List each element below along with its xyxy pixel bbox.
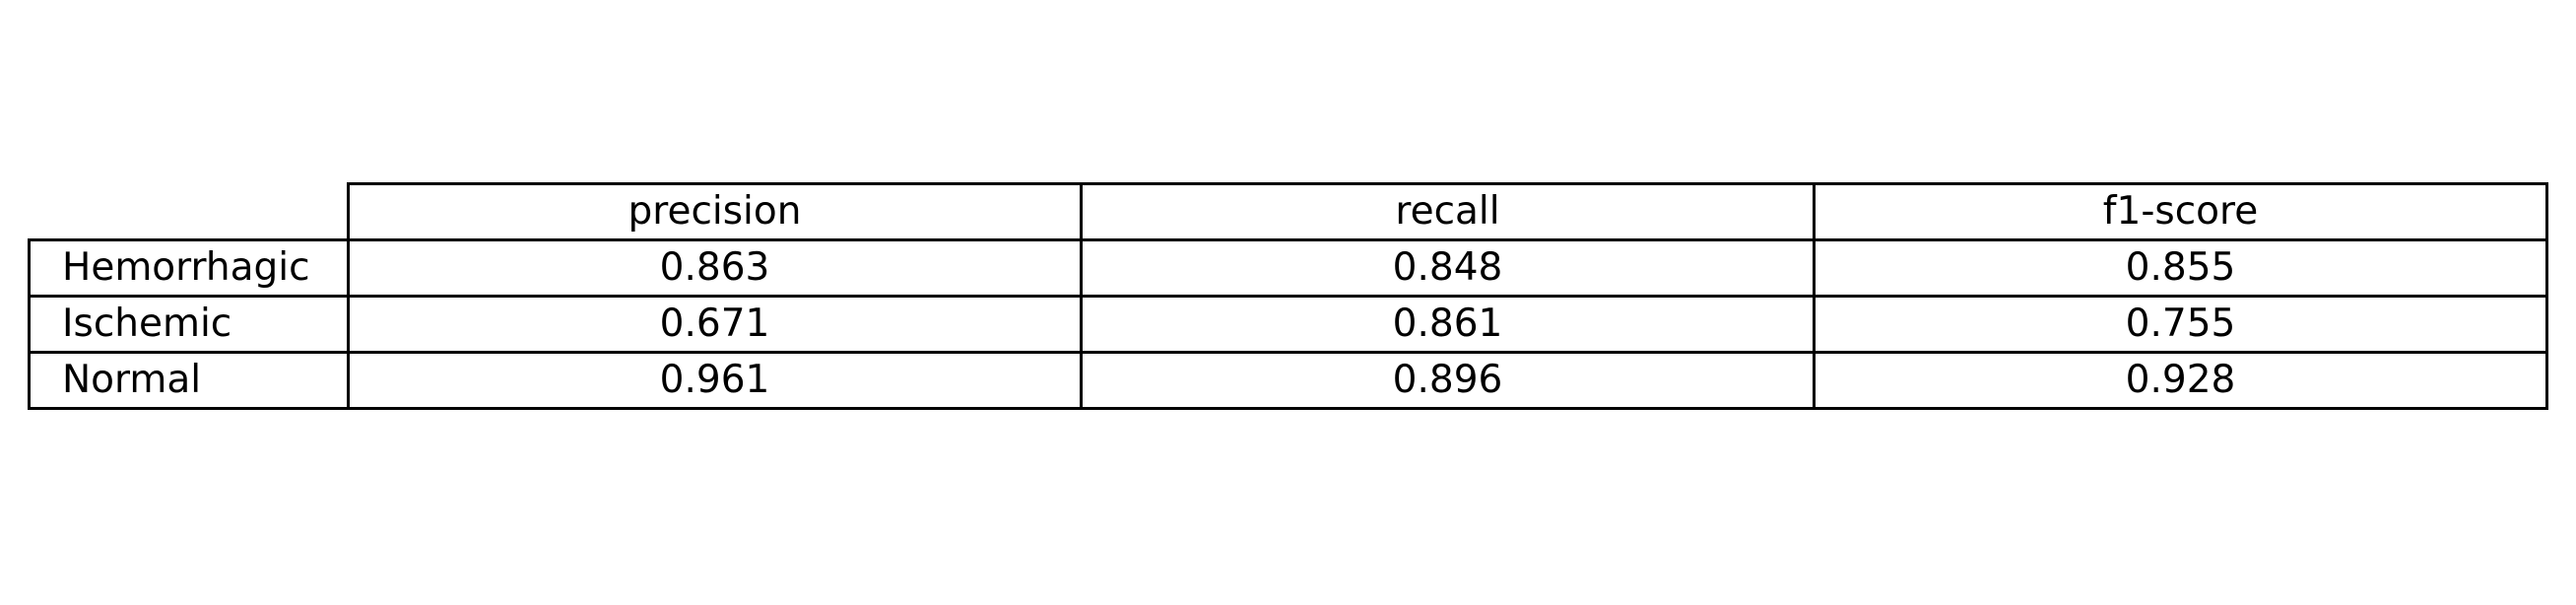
cell-ischemic-f1-score: 0.755	[1813, 295, 2548, 354]
cell-hemorrhagic-recall: 0.848	[1080, 238, 1816, 298]
column-header-precision: precision	[347, 182, 1083, 241]
cell-normal-precision: 0.961	[347, 351, 1083, 410]
cell-normal-f1-score: 0.928	[1813, 351, 2548, 410]
cell-normal-recall: 0.896	[1080, 351, 1816, 410]
cell-ischemic-precision: 0.671	[347, 295, 1083, 354]
corner-cell	[29, 183, 350, 241]
row-header-ischemic: Ischemic	[28, 295, 350, 354]
header-row: precision recall f1-score	[29, 182, 2548, 241]
column-header-f1-score: f1-score	[1813, 182, 2548, 241]
table-row: Ischemic 0.671 0.861 0.755	[28, 295, 2548, 354]
table-row: Normal 0.961 0.896 0.928	[28, 351, 2548, 410]
row-header-hemorrhagic: Hemorrhagic	[28, 238, 350, 298]
metrics-table: precision recall f1-score Hemorrhagic 0.…	[28, 182, 2548, 410]
row-header-normal: Normal	[28, 351, 350, 410]
column-header-recall: recall	[1080, 182, 1816, 241]
table-row: Hemorrhagic 0.863 0.848 0.855	[28, 238, 2548, 298]
cell-hemorrhagic-precision: 0.863	[347, 238, 1083, 298]
cell-hemorrhagic-f1-score: 0.855	[1813, 238, 2548, 298]
cell-ischemic-recall: 0.861	[1080, 295, 1816, 354]
